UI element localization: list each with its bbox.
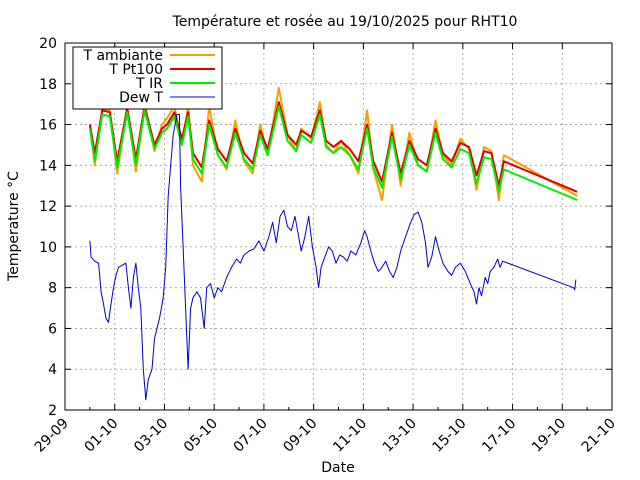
y-axis-label: Temperature °C — [6, 171, 22, 282]
y-tick-label: 16 — [39, 118, 57, 134]
chart-title: Température et rosée au 19/10/2025 pour … — [172, 14, 518, 30]
x-tick-label: 07-10 — [231, 416, 271, 456]
y-tick-label: 4 — [48, 362, 57, 378]
x-tick-label: 05-10 — [181, 416, 221, 456]
y-tick-label: 10 — [39, 240, 57, 256]
x-tick-label: 15-10 — [430, 416, 470, 456]
x-tick-label: 29-09 — [32, 416, 72, 456]
legend-label: Dew T — [119, 90, 163, 106]
y-tick-label: 6 — [48, 321, 57, 337]
y-tick-label: 18 — [39, 77, 57, 93]
x-tick-label: 13-10 — [380, 416, 420, 456]
series-layer — [88, 86, 578, 401]
legend-box — [72, 46, 223, 110]
series-line-4 — [89, 113, 577, 401]
x-tick-label: 09-10 — [280, 416, 320, 456]
x-axis-label: Date — [321, 460, 354, 476]
x-tick-label: 11-10 — [330, 416, 370, 456]
x-tick-label: 21-10 — [579, 416, 619, 456]
x-tick-label: 01-10 — [81, 416, 121, 456]
legend-label: T IR — [135, 76, 163, 92]
y-tick-label: 14 — [39, 158, 57, 174]
y-tick-label: 12 — [39, 199, 57, 215]
series-line-3 — [88, 105, 578, 201]
y-tick-label: 20 — [39, 36, 57, 52]
legend-label: T Pt100 — [108, 62, 163, 78]
legend-label: T ambiante — [82, 48, 163, 64]
x-tick-label: 17-10 — [479, 416, 519, 456]
x-tick-label: 19-10 — [529, 416, 569, 456]
y-tick-label: 2 — [48, 403, 57, 419]
y-tick-label: 8 — [48, 281, 57, 297]
x-tick-label: 03-10 — [131, 416, 171, 456]
series-line-2 — [88, 101, 578, 193]
